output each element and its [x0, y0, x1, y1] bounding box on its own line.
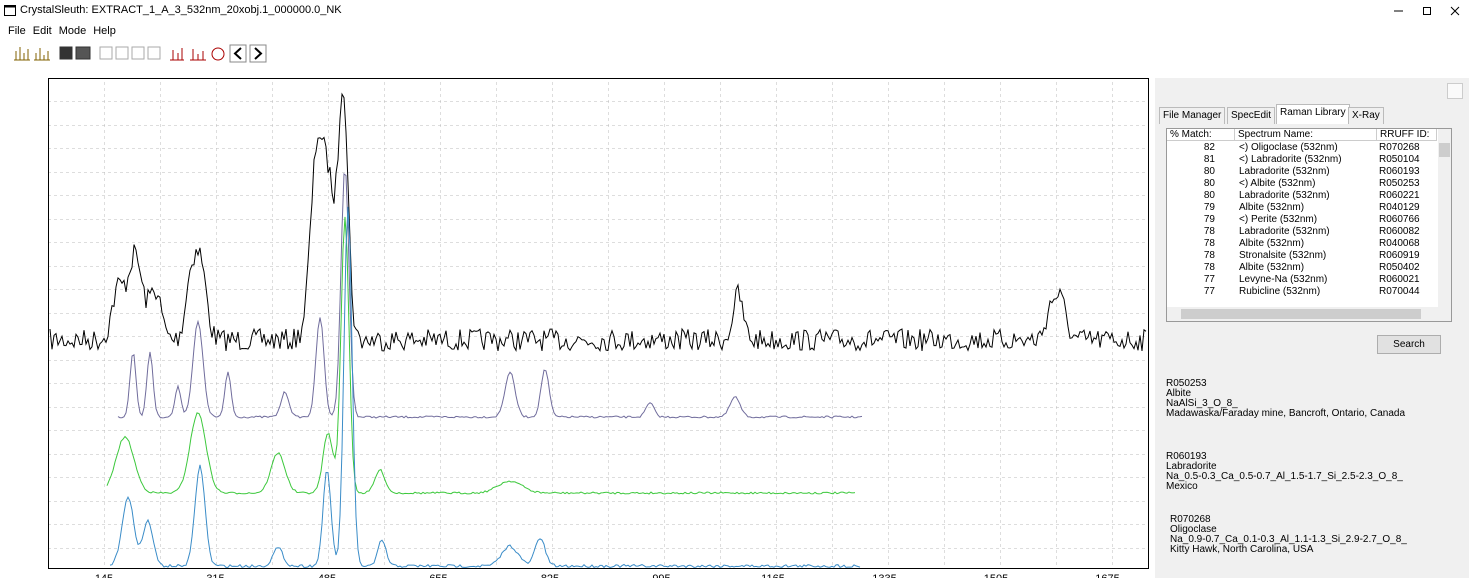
match-score: 82	[1203, 142, 1215, 153]
sample-spectrum	[49, 92, 1147, 353]
window-controls[interactable]	[1380, 0, 1469, 22]
menu-item[interactable]: Edit	[32, 25, 52, 37]
app-icon	[4, 5, 16, 16]
spectrum-plot: 145 315 485 655 825 995 1165 1335 1505 1675	[48, 78, 1149, 578]
menu-bar: File Edit Mode Help	[8, 25, 123, 37]
plot-frame	[48, 78, 1149, 569]
info-name: Oligoclase	[1170, 524, 1217, 535]
match-score: 78	[1203, 250, 1215, 261]
search-button[interactable]: Search	[1377, 335, 1441, 354]
rruff-id: R060919	[1379, 250, 1420, 261]
menu-item[interactable]: File	[8, 25, 26, 37]
menu-item[interactable]: Mode	[58, 25, 87, 37]
rruff-id: R060221	[1379, 190, 1420, 201]
rruff-id: R050104	[1379, 154, 1420, 165]
spectrum-name[interactable]: <) Oligoclase (532nm)	[1239, 142, 1338, 153]
spectrum-name[interactable]: Albite (532nm)	[1239, 238, 1305, 249]
match-score: 80	[1203, 178, 1215, 189]
match-score: 78	[1203, 238, 1215, 249]
spectrum-name[interactable]: Albite (532nm)	[1239, 202, 1305, 213]
rruff-id: R060021	[1379, 274, 1420, 285]
close[interactable]	[1450, 6, 1460, 16]
spectrum-name[interactable]: <) Albite (532nm)	[1239, 178, 1316, 189]
spectrum-name[interactable]: Labradorite (532nm)	[1239, 190, 1330, 201]
mineral-info: R060193 Labradorite Na_0.5-0.3_Ca_0.5-0.7_…	[1166, 452, 1403, 492]
restore[interactable]	[1423, 7, 1431, 15]
x-tick-label: 995	[652, 573, 670, 578]
x-tick-label: 145	[95, 573, 113, 578]
reference-labradorite	[106, 216, 856, 495]
spectrum-name[interactable]: <) Perite (532nm)	[1239, 214, 1318, 225]
column-header[interactable]: % Match:	[1167, 129, 1235, 141]
match-score: 81	[1203, 154, 1215, 165]
tab[interactable]: SpecEdit	[1227, 107, 1276, 124]
spectra	[49, 92, 1147, 569]
rruff-id: R060193	[1379, 166, 1420, 177]
info-locality: Mexico	[1166, 481, 1198, 492]
info-locality: Kitty Hawk, North Carolina, USA	[1170, 544, 1314, 555]
info-name: Albite	[1166, 388, 1192, 399]
window-title: CrystalSleuth: EXTRACT_1_A_3_532nm_20xob…	[20, 4, 342, 16]
vertical-scrollbar[interactable]	[1438, 129, 1451, 307]
x-tick-label: 1505	[984, 573, 1008, 578]
spectrum-name[interactable]: Albite (532nm)	[1239, 262, 1305, 273]
spectrum-name[interactable]: Levyne-Na (532nm)	[1239, 274, 1328, 285]
x-tick-label: 315	[206, 573, 224, 578]
match-score: 77	[1203, 274, 1215, 285]
rruff-id: R050253	[1379, 178, 1420, 189]
x-tick-label: 1335	[872, 573, 896, 578]
tool-icons[interactable]	[14, 44, 267, 63]
horizontal-scrollbar[interactable]	[1167, 307, 1451, 321]
rruff-id: R040068	[1379, 238, 1420, 249]
spectrum-name[interactable]: <) Labradorite (532nm)	[1239, 154, 1342, 165]
info-formula: Na_0.9-0.7_Ca_0.1-0.3_Al_1.1-1.3_Si_2.9-…	[1170, 534, 1407, 545]
rruff-id: R060766	[1379, 214, 1420, 225]
results-table: % Match: Spectrum Name: RRUFF ID: 82 <) O…	[1166, 128, 1452, 322]
x-tick-label: 1165	[761, 573, 785, 578]
match-score: 79	[1203, 202, 1215, 213]
x-tick-label: 485	[318, 573, 336, 578]
mineral-info: R070268 Oligoclase Na_0.9-0.7_Ca_0.1-0.3_A…	[1170, 515, 1407, 555]
spectrum-name[interactable]: Labradorite (532nm)	[1239, 166, 1330, 177]
match-score: 80	[1203, 166, 1215, 177]
info-formula: Na_0.5-0.3_Ca_0.5-0.7_Al_1.5-1.7_Si_2.5-…	[1166, 471, 1403, 482]
column-header[interactable]: RRUFF ID:	[1377, 129, 1437, 141]
info-name: Labradorite	[1166, 461, 1217, 472]
column-header[interactable]: Spectrum Name:	[1235, 129, 1377, 141]
rruff-id: R070044	[1379, 286, 1420, 297]
info-id: R060193	[1166, 451, 1207, 462]
info-locality: Madawaska/Faraday mine, Bancroft, Ontari…	[1166, 408, 1406, 419]
rruff-id: R040129	[1379, 202, 1420, 213]
toolbar	[14, 44, 267, 63]
menu-item[interactable]: Help	[93, 25, 116, 37]
info-id: R050253	[1166, 378, 1207, 389]
info-id: R070268	[1170, 514, 1211, 525]
panel-button[interactable]	[1447, 83, 1463, 99]
tab-active[interactable]: Raman Library	[1276, 104, 1350, 124]
match-score: 78	[1203, 226, 1215, 237]
match-score: 79	[1203, 214, 1215, 225]
rruff-id: R060082	[1379, 226, 1420, 237]
side-panel: File Manager SpecEdit Raman Library X-Ra…	[1155, 78, 1469, 578]
x-tick-label: 1675	[1095, 573, 1119, 578]
match-score: 78	[1203, 262, 1215, 273]
spectrum-name[interactable]: Labradorite (532nm)	[1239, 226, 1330, 237]
spectrum-name[interactable]: Stronalsite (532nm)	[1239, 250, 1327, 261]
match-score: 80	[1203, 190, 1215, 201]
tab[interactable]: File Manager	[1159, 107, 1226, 124]
tab[interactable]: X-Ray	[1348, 107, 1384, 124]
match-score: 77	[1203, 286, 1215, 297]
rruff-id: R070268	[1379, 142, 1420, 153]
reference-albite	[117, 173, 863, 419]
info-formula: NaAlSi_3_O_8_	[1166, 398, 1238, 409]
x-tick-label: 655	[429, 573, 447, 578]
x-tick-label: 825	[541, 573, 559, 578]
mineral-info: R050253 Albite NaAlSi_3_O_8_ Madawaska/Fara…	[1166, 379, 1405, 419]
reference-oligoclase	[109, 206, 861, 569]
spectrum-name[interactable]: Rubicline (532nm)	[1239, 286, 1321, 297]
rruff-id: R050402	[1379, 262, 1420, 273]
